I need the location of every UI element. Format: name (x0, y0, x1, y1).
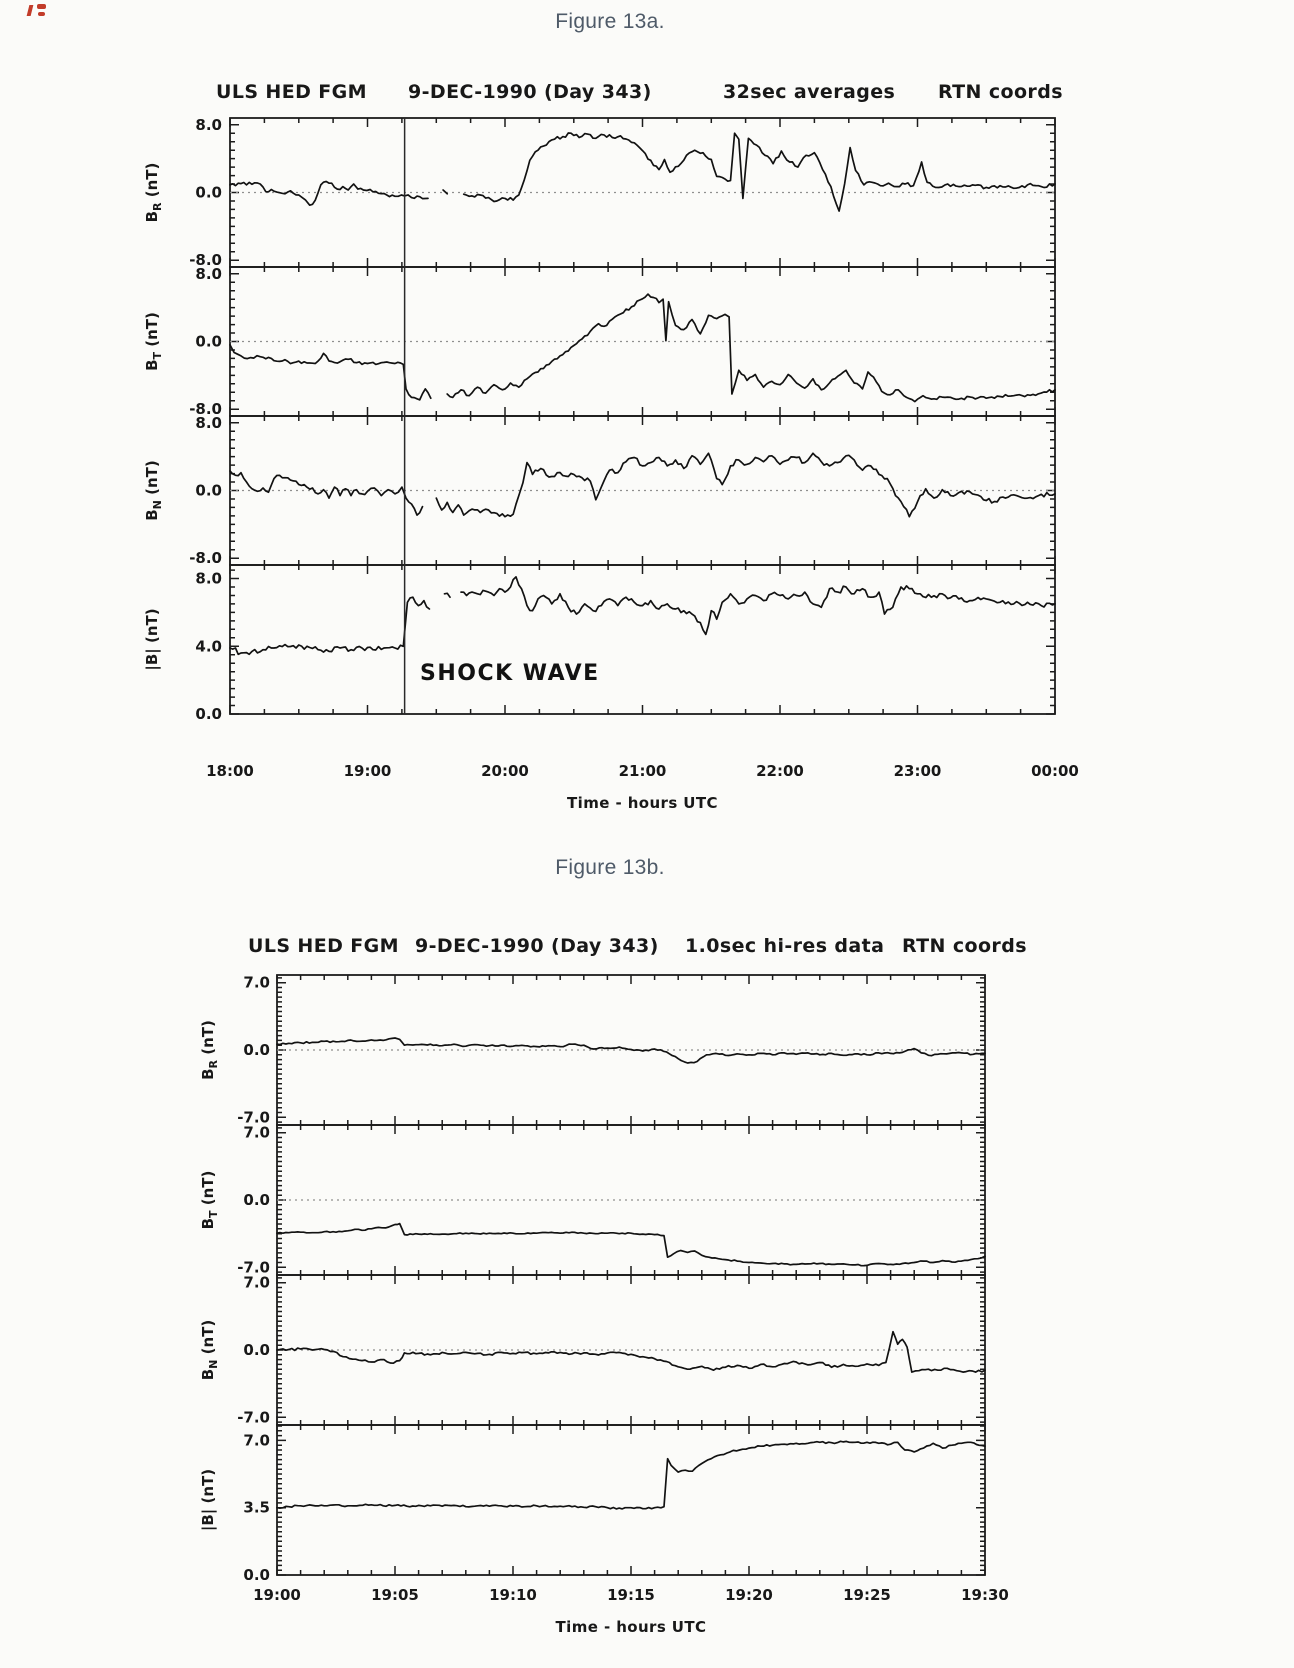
y-tick-label: 0.0 (243, 1041, 270, 1059)
y-tick-label: 0.0 (243, 1341, 270, 1359)
y-tick-label: -7.0 (237, 1408, 270, 1426)
y-axis-label: BN (nT) (199, 1320, 220, 1381)
y-tick-label: 3.5 (243, 1499, 270, 1517)
y-tick-label: -8.0 (189, 400, 222, 418)
data-series-trace (229, 132, 1056, 212)
y-tick-label: -8.0 (189, 251, 222, 269)
x-tick-label: 19:00 (253, 1586, 301, 1604)
data-series-trace (276, 1222, 986, 1267)
corner-red-artifact (26, 3, 52, 18)
x-tick-label: 19:10 (489, 1586, 537, 1604)
chart-title-part: RTN coords (902, 935, 1027, 957)
data-series-trace (276, 1440, 986, 1510)
y-tick-label: 0.0 (243, 1566, 270, 1584)
y-tick-label: 0.0 (195, 705, 222, 723)
panel-frame (229, 117, 1056, 268)
figure-13b-caption: Figure 13b. (555, 856, 665, 879)
chart-title-part: ULS HED FGM (216, 81, 367, 103)
figure-13a-chart: ULS HED FGM 9-DEC-1990 (Day 343) 32sec ave… (0, 50, 1294, 840)
y-tick-label: -7.0 (237, 1108, 270, 1126)
y-tick-label: 0.0 (195, 333, 222, 351)
panel-frame (229, 266, 1056, 417)
x-tick-label: 19:20 (725, 1586, 773, 1604)
y-axis-label: BT (nT) (143, 312, 164, 371)
chart-title-part: RTN coords (938, 81, 1063, 103)
chart-title-part: 9-DEC-1990 (Day 343) (408, 81, 652, 103)
chart-title-part: 1.0sec hi-res data (685, 935, 884, 957)
x-tick-label: 20:00 (481, 762, 529, 780)
shock-wave-annotation: SHOCK WAVE (420, 661, 600, 686)
y-tick-label: 0.0 (195, 482, 222, 500)
x-tick-label: 19:25 (843, 1586, 891, 1604)
x-axis-label: Time - hours UTC (567, 794, 718, 812)
figure-13a-caption: Figure 13a. (555, 10, 665, 33)
y-tick-label: -7.0 (237, 1258, 270, 1276)
data-series-trace (276, 1037, 986, 1064)
y-axis-label: BN (nT) (143, 460, 164, 521)
data-series-trace (229, 452, 1056, 518)
y-axis-label: BR (nT) (199, 1020, 220, 1080)
x-tick-label: 00:00 (1031, 762, 1079, 780)
x-tick-label: 21:00 (619, 762, 667, 780)
y-tick-label: 8.0 (195, 414, 222, 432)
y-tick-label: 7.0 (243, 1431, 270, 1449)
x-tick-label: 19:15 (607, 1586, 655, 1604)
panel-frame (229, 564, 1056, 715)
chart-title-part: ULS HED FGM (248, 935, 399, 957)
y-axis-label: BR (nT) (143, 163, 164, 223)
x-axis-label: Time - hours UTC (556, 1618, 707, 1636)
panel-frame (276, 1424, 986, 1576)
y-tick-label: 0.0 (195, 184, 222, 202)
y-tick-label: 7.0 (243, 1124, 270, 1142)
y-tick-label: 8.0 (195, 570, 222, 588)
y-tick-label: -8.0 (189, 549, 222, 567)
axis-ticks (276, 1125, 986, 1275)
x-tick-label: 19:30 (961, 1586, 1009, 1604)
y-axis-label: BT (nT) (199, 1171, 220, 1230)
x-tick-label: 23:00 (894, 762, 942, 780)
data-series-trace (229, 576, 1056, 656)
axis-ticks (229, 267, 1056, 416)
y-tick-label: 4.0 (195, 637, 222, 655)
fig13b-svg: ULS HED FGM 9-DEC-1990 (Day 343) 1.0sec hi… (199, 935, 1027, 1636)
data-series-trace (229, 293, 1056, 403)
x-tick-label: 19:05 (371, 1586, 419, 1604)
axis-ticks (276, 1425, 986, 1576)
axis-ticks (229, 416, 1056, 565)
y-tick-label: 8.0 (195, 265, 222, 283)
axis-ticks (229, 565, 1056, 715)
x-tick-label: 22:00 (756, 762, 804, 780)
x-tick-label: 18:00 (206, 762, 254, 780)
y-axis-label: |B| (nT) (199, 1469, 218, 1531)
chart-title-part: 32sec averages (723, 81, 895, 103)
fig13a-svg: ULS HED FGM 9-DEC-1990 (Day 343) 32sec ave… (143, 81, 1079, 812)
y-tick-label: 0.0 (243, 1191, 270, 1209)
y-axis-label: |B| (nT) (143, 608, 162, 670)
data-series-trace (276, 1330, 986, 1373)
y-tick-label: 7.0 (243, 974, 270, 992)
y-tick-label: 8.0 (195, 116, 222, 134)
y-tick-label: 7.0 (243, 1274, 270, 1292)
axis-ticks (229, 118, 1056, 267)
chart-title-part: 9-DEC-1990 (Day 343) (415, 935, 659, 957)
figure-13b-chart: ULS HED FGM 9-DEC-1990 (Day 343) 1.0sec hi… (0, 900, 1294, 1668)
x-tick-label: 19:00 (344, 762, 392, 780)
